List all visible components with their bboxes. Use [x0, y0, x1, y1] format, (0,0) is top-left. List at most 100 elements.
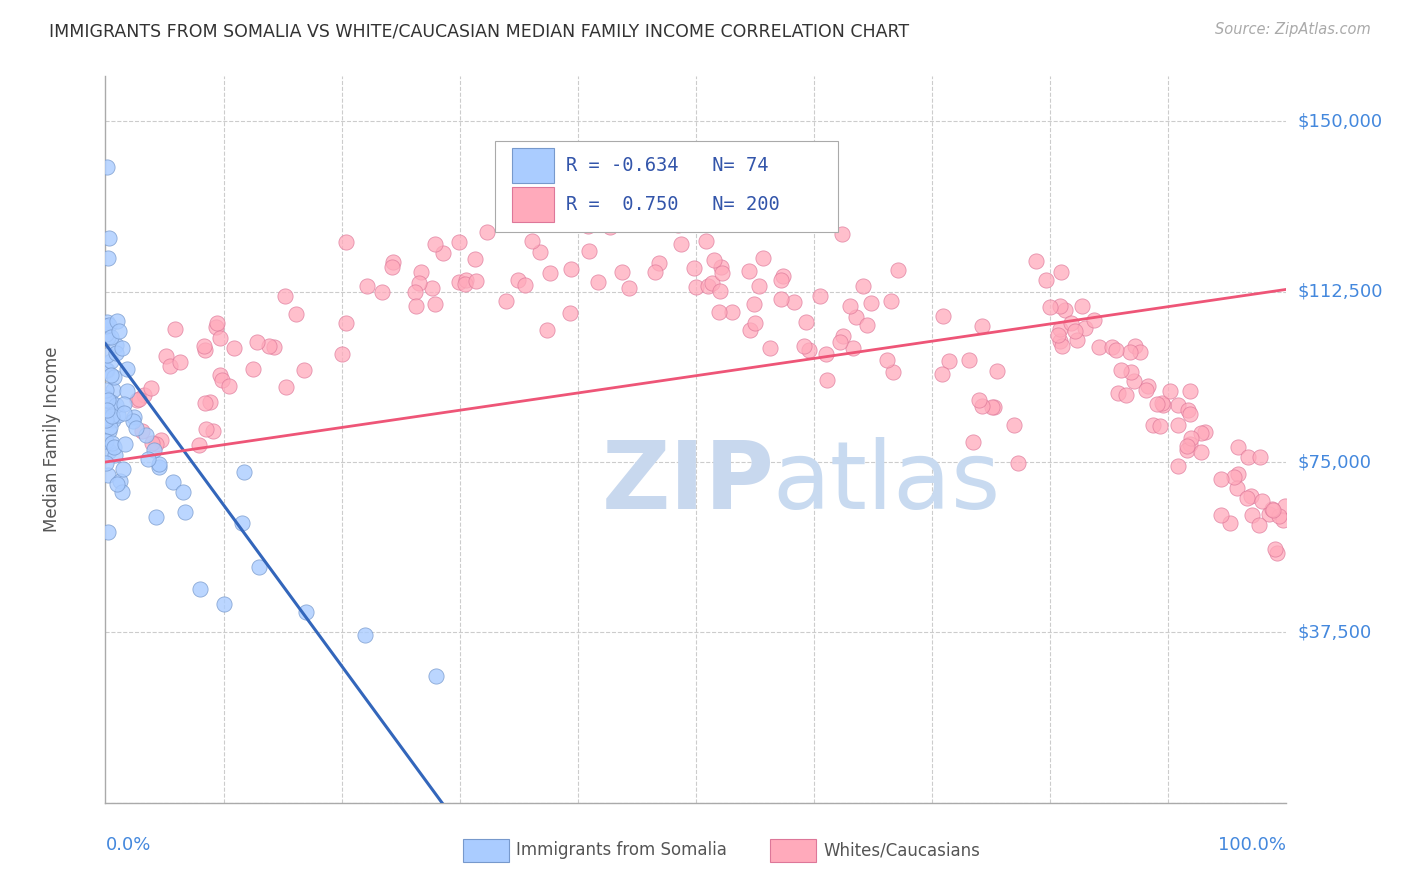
- Point: [880, 294, 903, 309]
- Point: [96, 362, 118, 376]
- Point: [97, 251, 120, 265]
- Point: [1049, 299, 1071, 313]
- Point: [104, 398, 127, 412]
- Point: [1265, 546, 1288, 560]
- Point: [97, 468, 120, 483]
- Point: [105, 477, 128, 491]
- Point: [464, 252, 486, 266]
- Point: [96, 383, 118, 397]
- Point: [405, 299, 427, 313]
- Point: [330, 347, 353, 361]
- Point: [247, 559, 270, 574]
- Point: [97, 231, 120, 245]
- Text: IMMIGRANTS FROM SOMALIA VS WHITE/CAUCASIAN MEDIAN FAMILY INCOME CORRELATION CHAR: IMMIGRANTS FROM SOMALIA VS WHITE/CAUCASI…: [49, 22, 910, 40]
- Point: [560, 306, 582, 320]
- Point: [423, 236, 446, 251]
- Point: [808, 288, 831, 302]
- Point: [295, 605, 318, 619]
- Point: [94, 363, 117, 377]
- Point: [97, 392, 120, 407]
- Point: [815, 373, 838, 387]
- Point: [1050, 339, 1073, 353]
- Point: [931, 310, 953, 324]
- Point: [752, 251, 775, 265]
- Point: [1159, 384, 1181, 398]
- Point: [96, 409, 118, 423]
- Point: [612, 265, 634, 279]
- Point: [1115, 388, 1137, 402]
- Point: [644, 265, 666, 279]
- Point: [855, 318, 877, 332]
- Point: [1180, 431, 1202, 445]
- Point: [1111, 363, 1133, 377]
- Point: [169, 355, 191, 369]
- Point: [1167, 398, 1189, 412]
- Point: [404, 285, 426, 299]
- Point: [1025, 254, 1047, 268]
- Point: [94, 318, 117, 333]
- Point: [108, 474, 131, 488]
- Point: [1046, 328, 1069, 343]
- Point: [97, 524, 120, 539]
- Point: [769, 273, 792, 287]
- Point: [560, 261, 582, 276]
- Point: [381, 254, 404, 268]
- Point: [1249, 518, 1271, 533]
- Point: [1152, 399, 1174, 413]
- Point: [194, 422, 217, 436]
- Point: [117, 384, 139, 399]
- Point: [495, 294, 517, 309]
- Point: [1060, 316, 1083, 330]
- Point: [449, 276, 471, 290]
- Point: [972, 318, 994, 333]
- Point: [139, 381, 162, 395]
- Point: [1035, 272, 1057, 286]
- Text: ZIP: ZIP: [602, 437, 775, 529]
- Point: [1142, 417, 1164, 432]
- Point: [201, 424, 224, 438]
- Point: [1263, 502, 1285, 516]
- Point: [105, 346, 128, 360]
- Point: [475, 225, 498, 239]
- Point: [135, 428, 157, 442]
- Point: [162, 475, 184, 489]
- Point: [103, 413, 125, 427]
- Point: [1175, 443, 1198, 458]
- Point: [1007, 456, 1029, 470]
- Text: $75,000: $75,000: [1298, 453, 1372, 471]
- Point: [1226, 481, 1249, 495]
- Point: [1236, 491, 1258, 506]
- Point: [354, 628, 377, 642]
- Point: [1074, 320, 1097, 334]
- Point: [115, 362, 138, 376]
- Point: [155, 349, 177, 363]
- Point: [100, 420, 122, 434]
- Point: [1063, 325, 1085, 339]
- Point: [1167, 458, 1189, 473]
- Point: [100, 368, 122, 382]
- Text: Source: ZipAtlas.com: Source: ZipAtlas.com: [1215, 22, 1371, 37]
- Point: [371, 285, 394, 299]
- Point: [536, 323, 558, 337]
- Point: [246, 335, 269, 350]
- Point: [124, 410, 146, 425]
- Point: [259, 339, 281, 353]
- Point: [842, 341, 865, 355]
- Point: [94, 456, 117, 470]
- Point: [710, 266, 733, 280]
- Text: R = -0.634   N= 74: R = -0.634 N= 74: [567, 156, 769, 175]
- Point: [1039, 300, 1062, 314]
- Point: [150, 433, 173, 447]
- Point: [703, 252, 725, 267]
- Point: [515, 278, 537, 293]
- Point: [128, 392, 150, 406]
- Point: [132, 388, 155, 402]
- Text: Whites/Caucasians: Whites/Caucasians: [824, 841, 980, 859]
- Point: [111, 485, 134, 500]
- Text: $37,500: $37,500: [1298, 624, 1372, 641]
- FancyBboxPatch shape: [464, 839, 509, 863]
- Point: [131, 425, 153, 439]
- Point: [100, 395, 122, 409]
- Point: [263, 339, 285, 353]
- Point: [96, 413, 118, 427]
